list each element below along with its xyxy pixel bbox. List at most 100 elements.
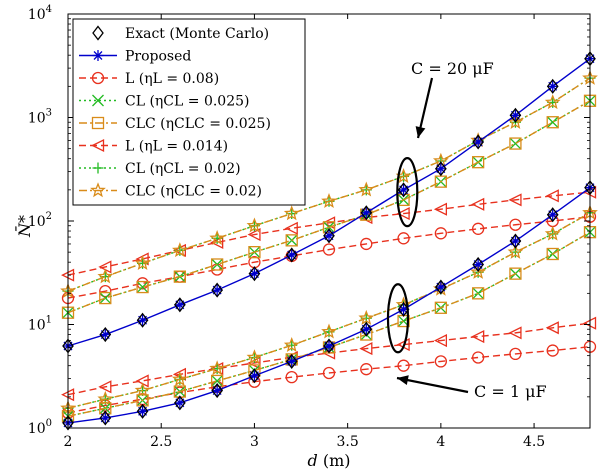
- data-point: [284, 221, 298, 235]
- series-line: [67, 77, 591, 292]
- data-point: [136, 281, 149, 294]
- data-point: [507, 243, 524, 259]
- data-point: [547, 80, 559, 92]
- data-point: [285, 234, 298, 247]
- data-point: [472, 136, 484, 148]
- series-line: [67, 100, 591, 314]
- data-point: [360, 363, 373, 376]
- data-point: [509, 347, 522, 361]
- data-point: [137, 405, 149, 417]
- series-6: [60, 69, 598, 298]
- data-point: [97, 268, 114, 284]
- data-point: [360, 323, 372, 335]
- legend-entry: L (ηL = 0.08): [79, 71, 219, 87]
- data-point: [397, 232, 410, 245]
- annotation-c1: C = 1 μF: [474, 382, 547, 401]
- data-point: [434, 227, 448, 240]
- data-point: [509, 109, 521, 121]
- ellipse-c1: [386, 283, 410, 354]
- annotation-c20: C = 20 μF: [411, 59, 494, 78]
- data-point: [509, 218, 522, 231]
- data-point: [545, 189, 559, 203]
- data-point: [546, 116, 559, 129]
- legend-entry: Exact (Monte Carlo): [92, 25, 269, 42]
- data-point: [137, 314, 149, 326]
- data-point: [285, 247, 298, 263]
- legend-marker: [91, 116, 105, 130]
- data-point: [248, 370, 260, 382]
- data-point: [136, 312, 149, 328]
- data-point: [174, 397, 186, 409]
- data-point: [248, 368, 261, 384]
- data-point: [321, 193, 337, 209]
- arrow-c1-head: [397, 375, 409, 386]
- legend-label: L (ηL = 0.08): [125, 71, 219, 87]
- data-point: [283, 336, 300, 352]
- x-tick-label: 4.5: [523, 434, 545, 450]
- data-point: [286, 355, 298, 367]
- data-point: [544, 94, 561, 110]
- data-point: [360, 207, 372, 219]
- data-point: [209, 230, 226, 246]
- data-point: [99, 291, 112, 305]
- data-point: [509, 233, 522, 249]
- legend-marker: [91, 71, 105, 85]
- data-point: [211, 284, 223, 296]
- data-point: [508, 326, 522, 340]
- data-point: [174, 297, 186, 313]
- data-point: [211, 374, 224, 387]
- data-point: [285, 370, 298, 384]
- data-point: [509, 267, 522, 280]
- data-point: [471, 197, 485, 211]
- x-tick-label: 3: [250, 434, 259, 450]
- legend-marker: [92, 50, 104, 61]
- legend-label: Exact (Monte Carlo): [125, 26, 269, 42]
- series-15: [62, 180, 596, 431]
- legend-box: [72, 18, 306, 206]
- data-point: [546, 247, 559, 261]
- series-line: [67, 216, 591, 299]
- y-tick-label: 104: [28, 4, 52, 23]
- legend-label: CL (ηCL = 0.02): [125, 161, 241, 177]
- legend-label: CL (ηCL = 0.025): [125, 94, 250, 110]
- data-point: [286, 249, 298, 261]
- data-point: [509, 137, 522, 150]
- data-point: [136, 403, 149, 419]
- data-point: [546, 344, 559, 357]
- legend-label: CLC (ηCLC = 0.025): [125, 116, 271, 132]
- arrow-c1: [396, 376, 469, 394]
- data-point: [246, 349, 263, 365]
- data-point: [507, 113, 524, 129]
- data-point: [62, 415, 74, 431]
- x-tick-label: 4: [436, 434, 445, 450]
- data-point: [173, 270, 187, 283]
- legend-marker: [90, 182, 106, 198]
- data-point: [545, 321, 559, 335]
- data-point: [99, 329, 111, 341]
- data-point: [210, 258, 224, 271]
- data-point: [247, 227, 261, 242]
- data-point: [97, 390, 114, 406]
- data-point: [99, 285, 112, 298]
- legend-label: CLC (ηCLC = 0.02): [125, 184, 262, 200]
- annotations: C = 20 μF C = 1 μF: [386, 59, 547, 401]
- data-point: [358, 181, 375, 197]
- data-point: [323, 228, 335, 244]
- data-point: [358, 309, 375, 325]
- data-point: [472, 256, 484, 273]
- ellipse-c20: [396, 157, 419, 228]
- data-point: [471, 222, 485, 235]
- legend-marker: [92, 25, 104, 41]
- x-axis-label: d (m): [308, 451, 351, 470]
- series-line: [67, 212, 591, 409]
- series-line: [67, 346, 591, 414]
- y-tick-label: 103: [28, 108, 52, 127]
- arrow-c20-head: [415, 126, 426, 138]
- data-point: [134, 382, 151, 398]
- data-point: [398, 184, 410, 196]
- data-point: [508, 193, 522, 207]
- legend-entry: CLC (ηCLC = 0.02): [79, 182, 262, 200]
- legend: Exact (Monte Carlo) Proposed L (ηL = 0.08)…: [72, 18, 306, 206]
- data-point: [99, 292, 112, 305]
- data-point: [323, 340, 335, 352]
